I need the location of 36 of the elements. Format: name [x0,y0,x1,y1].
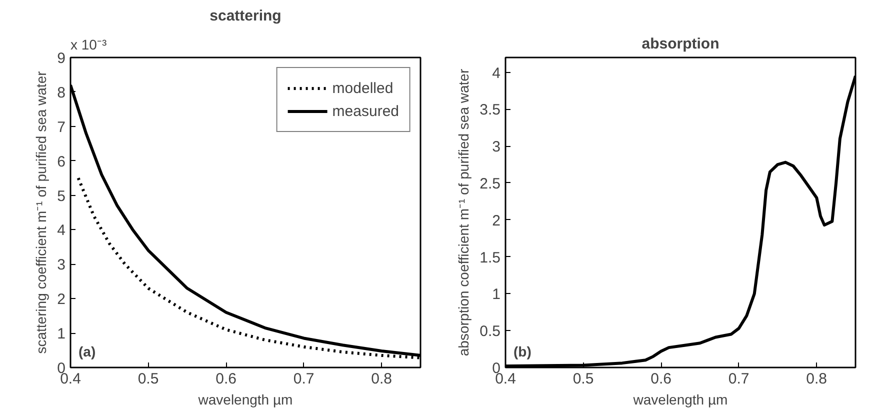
x-tick-label: 0.8 [371,370,392,388]
y-tick-label: 1.5 [480,249,501,266]
y-tick-label: 2 [57,291,66,308]
y-tick-label: 9 [57,50,66,67]
legend-label: measured [332,102,399,120]
y-axis-title: absorption coefficient m⁻¹ of purified sea water [456,68,472,356]
y-tick-label: 1 [492,286,500,304]
y-tick-label: 4 [57,222,66,240]
x-axis-title: wavelength µm [632,392,728,408]
x-tick-label: 0.5 [138,370,159,388]
x-tick-label: 0.6 [650,370,672,388]
y-tick-label: 0.5 [480,323,501,340]
legend-label: modelled [332,80,394,96]
x-tick-label: 0.7 [728,370,750,388]
x-axis-title: wavelength µm [197,392,293,408]
y-tick-label: 7 [57,118,66,136]
x-tick-label: 0.7 [293,370,314,388]
text: x 10⁻³ [70,36,107,52]
y-tick-label: 6 [57,153,66,170]
y-tick-label: 3 [57,256,66,274]
y-axis-title: scattering coefficient m⁻¹ of purified sea water [33,70,50,354]
y-tick-label: 3.5 [480,102,501,119]
y-tick-label: 8 [57,84,66,102]
y-tick-label: 3 [492,138,500,156]
annotation: (b) [514,344,532,360]
x-tick-label: 0.8 [806,370,828,388]
y-tick-label: 2.5 [480,175,501,192]
chart-title: scattering [210,8,282,24]
chart-title: absorption [642,36,720,52]
x-tick-label: 0.5 [572,370,594,388]
y-tick-label: 4 [492,64,500,82]
x-tick-label: 0.6 [216,370,236,388]
y-tick-label: 5 [57,188,66,205]
y-tick-label: 1 [57,326,66,343]
y-tick-label: 2 [492,212,500,230]
annotation: (a) [78,344,96,360]
